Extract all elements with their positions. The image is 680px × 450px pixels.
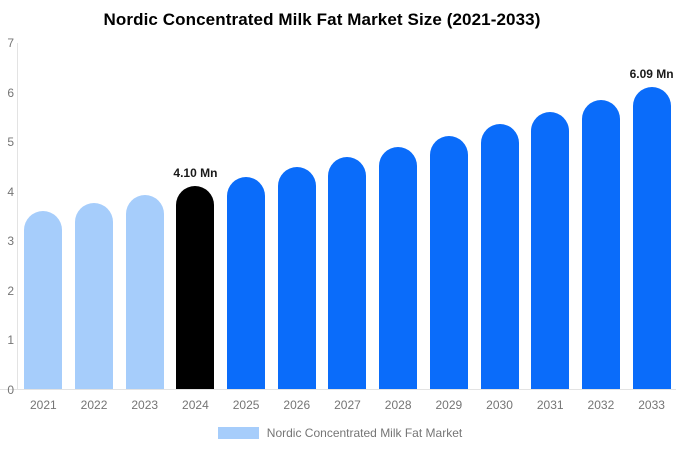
bar-value-label-2024: 4.10 Mn — [173, 165, 218, 180]
x-tick-label-2033: 2033 — [638, 398, 665, 412]
bar-column-2027: 2027 — [322, 43, 373, 411]
x-tick-label-2021: 2021 — [29, 398, 57, 412]
bar-2033[interactable] — [632, 87, 671, 389]
bar-2027[interactable] — [328, 157, 367, 389]
bar-2029[interactable] — [429, 135, 468, 389]
bar-2024[interactable] — [176, 185, 215, 389]
bar-2022[interactable] — [75, 202, 114, 389]
x-tick-label-2028: 2028 — [384, 398, 412, 412]
bar-2026[interactable] — [277, 166, 316, 389]
x-tick-label-2027: 2027 — [334, 398, 361, 412]
bar-2021[interactable] — [24, 211, 63, 389]
bar-2028[interactable] — [379, 146, 418, 389]
x-tick-label-2023: 2023 — [131, 398, 159, 412]
bar-2025[interactable] — [227, 176, 266, 389]
y-tick-label-1: 1 — [7, 333, 14, 348]
x-tick-label-2024: 2024 — [182, 398, 209, 412]
y-tick-label-2: 2 — [7, 283, 14, 298]
y-tick-label-4: 4 — [7, 184, 14, 199]
bar-column-2025: 2025 — [221, 43, 272, 411]
x-tick-label-2026: 2026 — [283, 398, 311, 412]
x-tick-label-2029: 2029 — [435, 398, 463, 412]
legend-item[interactable]: Nordic Concentrated Milk Fat Market — [217, 426, 463, 440]
chart-title: Nordic Concentrated Milk Fat Market Size… — [103, 10, 541, 29]
x-tick-label-2025: 2025 — [232, 398, 260, 412]
x-tick-label-2031: 2031 — [536, 398, 564, 412]
x-tick-label-2022: 2022 — [80, 398, 108, 412]
bar-2023[interactable] — [125, 194, 164, 389]
bar-column-2023: 2023 — [119, 43, 170, 411]
bar-column-2033: 6.09 Mn 2033 — [626, 43, 677, 411]
plot-area: 2021 2022 2023 4.10 Mn 2024 2025 2026 2027 2028 2… — [17, 43, 677, 411]
bar-column-2032: 2032 — [576, 43, 627, 411]
legend: Nordic Concentrated Milk Fat Market — [0, 426, 680, 440]
bar-2030[interactable] — [480, 124, 519, 389]
bar-column-2030: 2030 — [474, 43, 525, 411]
x-tick-label-2030: 2030 — [486, 398, 513, 412]
x-axis-line — [0, 389, 676, 390]
y-tick-label-0: 0 — [7, 383, 14, 397]
bar-2031[interactable] — [531, 112, 570, 389]
bar-2032[interactable] — [581, 100, 620, 389]
bar-column-2026: 2026 — [271, 43, 322, 411]
y-tick-label-5: 5 — [7, 135, 14, 150]
bar-column-2029: 2029 — [424, 43, 475, 411]
legend-swatch-icon — [217, 427, 259, 439]
bar-column-2022: 2022 — [69, 43, 120, 411]
bar-value-label-2033: 6.09 Mn — [629, 67, 674, 82]
x-tick-label-2032: 2032 — [587, 398, 615, 412]
bar-column-2024: 4.10 Mn 2024 — [170, 43, 221, 411]
y-tick-label-3: 3 — [7, 234, 14, 249]
y-tick-label-7: 7 — [7, 36, 14, 50]
bar-column-2021: 2021 — [18, 43, 69, 411]
bar-column-2028: 2028 — [373, 43, 424, 411]
y-tick-label-6: 6 — [7, 85, 14, 100]
bar-column-2031: 2031 — [525, 43, 576, 411]
legend-label: Nordic Concentrated Milk Fat Market — [266, 426, 463, 440]
